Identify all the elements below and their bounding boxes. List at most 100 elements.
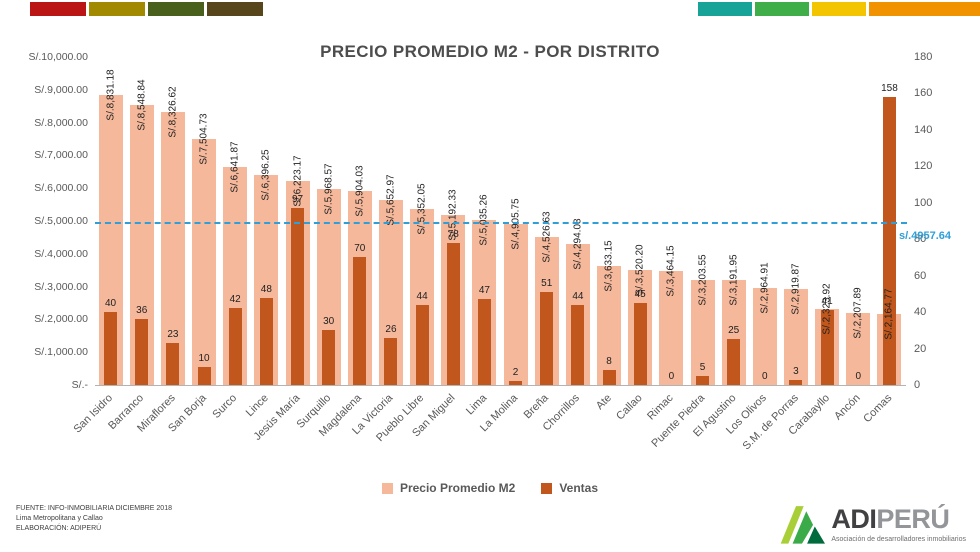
ventas-value-label: 44 bbox=[572, 290, 584, 302]
strip-block bbox=[698, 2, 752, 16]
ventas-value-label: 23 bbox=[167, 329, 179, 341]
precio-value-label: S/.3,191.95 bbox=[728, 254, 740, 306]
precio-bar bbox=[659, 271, 684, 385]
ventas-value-label: 47 bbox=[478, 285, 490, 297]
ventas-value-label: 40 bbox=[105, 298, 117, 310]
precio-value-label: S/.4,294.03 bbox=[572, 218, 584, 270]
precio-bar bbox=[752, 287, 777, 385]
logo-name: ADIPERÚ bbox=[831, 503, 966, 534]
ventas-value-label: 3 bbox=[793, 365, 799, 377]
ventas-value-label: 8 bbox=[606, 356, 612, 368]
strip-block bbox=[869, 2, 980, 16]
ventas-value-label: 78 bbox=[447, 228, 459, 240]
ventas-value-label: 42 bbox=[229, 294, 241, 306]
source-line-scope: Lima Metropolitana y Callao bbox=[16, 515, 103, 522]
right-axis-tick-label: 80 bbox=[914, 233, 927, 246]
right-axis-tick-label: 180 bbox=[914, 51, 933, 63]
ventas-bar bbox=[540, 292, 554, 385]
plot-area: 40 S/.8,831.18 36 S/.8,548.84 23 S/.8,326.62 1… bbox=[95, 57, 905, 385]
precio-value-label: S/.5,968.57 bbox=[323, 163, 335, 215]
legend-swatch-precio-icon bbox=[381, 482, 393, 494]
legend-label-precio: Precio Promedio M2 bbox=[399, 481, 516, 495]
source-note: FUENTE: INFO-INMOBILIARIA DICIEMBRE 2018… bbox=[16, 504, 172, 534]
precio-bar bbox=[192, 138, 217, 385]
precio-value-label: S/.2,207.89 bbox=[852, 287, 864, 339]
right-axis-tick-label: 20 bbox=[914, 342, 927, 355]
ventas-value-label: 158 bbox=[881, 83, 898, 95]
ventas-value-label: 97 bbox=[291, 194, 304, 206]
precio-value-label: S/.3,464.15 bbox=[665, 245, 677, 297]
ventas-bar bbox=[166, 343, 180, 385]
left-axis-tick-label: S/.8,000.00 bbox=[34, 116, 88, 129]
ventas-bar bbox=[259, 297, 273, 385]
adiperu-logo: ADIPERÚ Asociación de desarrolladores in… bbox=[779, 504, 966, 544]
precio-bar bbox=[160, 111, 185, 385]
strip-block bbox=[755, 2, 809, 16]
ventas-value-label: 5 bbox=[699, 361, 706, 373]
precio-value-label: S/.4,526.63 bbox=[541, 210, 553, 263]
precio-bar bbox=[597, 265, 622, 385]
adiperu-logo-text: ADIPERÚ Asociación de desarrolladores in… bbox=[831, 503, 966, 543]
legend-item-precio: Precio Promedio M2 bbox=[381, 481, 516, 495]
ventas-value-label: 0 bbox=[855, 371, 862, 382]
source-line-fuente: FUENTE: INFO-INMOBILIARIA DICIEMBRE 2018 bbox=[16, 505, 172, 512]
ventas-value-label: 25 bbox=[728, 325, 740, 337]
precio-value-label: S/.2,919.87 bbox=[790, 263, 802, 315]
precio-value-label: S/.8,831.18 bbox=[105, 69, 117, 121]
left-axis-tick-label: S/.4,000.00 bbox=[34, 247, 88, 260]
ventas-bar bbox=[789, 379, 803, 385]
precio-value-label: S/.8,548.84 bbox=[136, 79, 148, 131]
average-line-label: s/.4957.64 bbox=[899, 230, 951, 243]
ventas-value-label: 0 bbox=[762, 371, 768, 382]
ventas-value-label: 70 bbox=[354, 243, 366, 255]
ventas-value-label: 0 bbox=[668, 371, 675, 382]
precio-bar bbox=[846, 312, 871, 385]
strip-block bbox=[812, 2, 866, 16]
left-axis-tick-label: S/.2,000.00 bbox=[34, 313, 88, 326]
left-axis-tick-label: S/.9,000.00 bbox=[34, 83, 88, 96]
left-axis-tick-label: S/.3,000.00 bbox=[34, 280, 88, 293]
ventas-value-label: 36 bbox=[136, 305, 148, 317]
category-label: Lince bbox=[243, 392, 271, 420]
category-label: Comas bbox=[860, 392, 894, 426]
chart-title: PRECIO PROMEDIO M2 - POR DISTRITO bbox=[320, 42, 660, 61]
strip-block bbox=[207, 2, 263, 16]
ventas-value-label: 51 bbox=[541, 278, 553, 290]
precio-value-label: S/.3,633.15 bbox=[603, 240, 615, 292]
left-axis-tick-label: S/.7,000.00 bbox=[34, 149, 88, 162]
right-axis-tick-label: 0 bbox=[914, 379, 921, 391]
right-axis-tick-label: 160 bbox=[914, 87, 933, 100]
left-axis-tick-label: S/.- bbox=[71, 379, 88, 391]
precio-value-label: S/.2,323.92 bbox=[821, 283, 833, 335]
category-label: Surco bbox=[210, 392, 240, 421]
ventas-bar bbox=[477, 299, 491, 385]
strip-block bbox=[89, 2, 145, 16]
right-axis-tick-label: 100 bbox=[914, 196, 933, 209]
ventas-value-label: 26 bbox=[385, 323, 397, 335]
precio-value-label: S/.8,326.62 bbox=[167, 86, 179, 138]
precio-value-label: S/.5,192.33 bbox=[447, 189, 459, 241]
ventas-bar bbox=[696, 375, 709, 385]
legend-swatch-ventas-icon bbox=[541, 482, 553, 494]
legend-item-ventas: Ventas bbox=[541, 481, 598, 495]
ventas-bar bbox=[820, 310, 834, 385]
ventas-bar bbox=[104, 312, 118, 385]
category-label: Callao bbox=[614, 392, 645, 423]
right-axis-tick-label: 60 bbox=[914, 269, 927, 282]
source-line-elaboracion: ELABORACIÓN: ADIPERÚ bbox=[16, 525, 102, 532]
precio-value-label: S/.5,904.03 bbox=[354, 165, 366, 217]
average-line bbox=[95, 222, 907, 225]
logo-adi-text: ADI bbox=[831, 503, 877, 534]
adiperu-logo-icon bbox=[781, 506, 826, 544]
legend: Precio Promedio M2 Ventas bbox=[0, 481, 980, 495]
ventas-value-label: 2 bbox=[512, 367, 519, 379]
ventas-bar bbox=[446, 242, 460, 385]
ventas-bar bbox=[571, 304, 585, 385]
x-axis-line bbox=[95, 385, 906, 386]
ventas-bar bbox=[384, 337, 398, 385]
ventas-value-label: 30 bbox=[323, 316, 335, 328]
ventas-value-label: 48 bbox=[260, 283, 272, 295]
logo-subtitle: Asociación de desarrolladores inmobiliar… bbox=[831, 535, 966, 543]
precio-bar bbox=[690, 279, 715, 385]
ventas-bar bbox=[509, 381, 523, 385]
